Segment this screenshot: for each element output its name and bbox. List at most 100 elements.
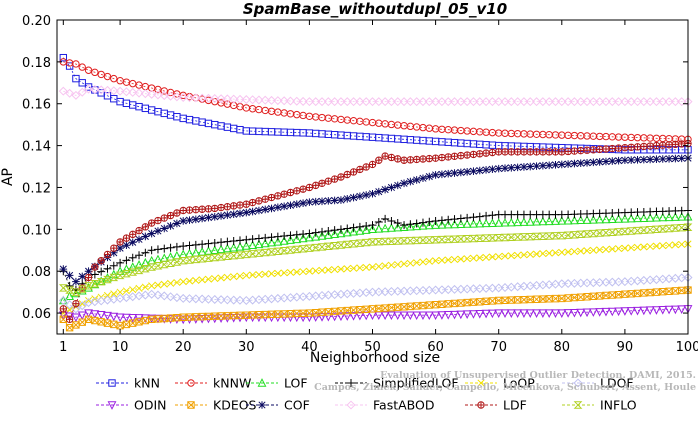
data-point <box>380 287 390 297</box>
data-point <box>229 202 238 210</box>
data-point <box>173 219 181 228</box>
data-point <box>564 160 572 168</box>
data-point <box>437 311 447 320</box>
data-point <box>532 280 542 290</box>
data-point <box>652 212 661 222</box>
data-point <box>279 246 289 255</box>
data-point <box>381 185 389 194</box>
data-point <box>91 68 99 77</box>
data-point <box>141 316 150 325</box>
data-point <box>349 168 358 176</box>
data-point <box>299 199 307 207</box>
data-point <box>222 243 232 253</box>
data-point <box>526 250 534 259</box>
series-inflo <box>58 223 693 296</box>
data-point <box>368 221 377 230</box>
data-point <box>122 320 131 329</box>
data-point <box>633 213 642 223</box>
data-point <box>671 140 680 148</box>
data-point <box>58 284 68 292</box>
x-tick-label: 1 <box>59 340 67 355</box>
data-point <box>652 155 661 164</box>
data-point <box>179 206 187 215</box>
data-point <box>677 154 686 163</box>
data-point <box>608 291 616 299</box>
data-point <box>166 91 176 101</box>
data-point <box>166 111 175 119</box>
data-point <box>419 174 427 183</box>
data-point <box>71 288 81 296</box>
data-point <box>154 216 162 225</box>
data-point <box>487 97 497 107</box>
data-point <box>431 216 440 225</box>
data-point <box>153 290 163 300</box>
data-point <box>103 319 112 327</box>
data-point <box>564 147 572 156</box>
data-point <box>356 192 364 201</box>
data-point <box>179 278 187 286</box>
data-point <box>677 97 687 107</box>
legend-marker <box>258 401 266 409</box>
data-point <box>337 265 345 273</box>
data-point <box>658 274 668 284</box>
data-point <box>223 273 231 281</box>
series-line <box>63 216 689 301</box>
data-point <box>248 240 258 249</box>
data-point <box>620 277 630 287</box>
data-point <box>456 310 466 320</box>
data-point <box>375 187 383 196</box>
data-point <box>317 231 327 240</box>
data-point <box>671 241 679 249</box>
data-point <box>298 313 308 323</box>
data-point <box>293 309 301 318</box>
data-point <box>210 212 219 221</box>
data-point <box>381 304 389 312</box>
data-point <box>254 239 264 249</box>
data-point <box>374 237 384 246</box>
legend-item-knnw: kNNW <box>175 376 251 391</box>
series-ldof <box>58 272 693 314</box>
x-tick-label: 20 <box>175 340 192 355</box>
data-point <box>274 192 282 200</box>
data-point <box>380 97 390 107</box>
data-point <box>72 277 80 286</box>
data-point <box>393 311 403 321</box>
data-point <box>626 307 636 316</box>
data-point <box>72 321 80 329</box>
data-point <box>198 214 206 223</box>
data-point <box>280 232 289 241</box>
data-point <box>204 312 213 321</box>
data-point <box>65 300 75 310</box>
series-lof <box>58 211 693 305</box>
data-point <box>588 278 598 288</box>
data-point <box>323 290 333 300</box>
data-point <box>506 233 516 241</box>
data-point <box>620 307 630 316</box>
data-point <box>248 207 257 216</box>
data-point <box>412 221 422 231</box>
data-point <box>191 240 200 249</box>
data-point <box>564 248 572 256</box>
series-kdeos <box>59 286 692 332</box>
data-point <box>481 309 491 319</box>
data-point <box>602 245 610 253</box>
data-point <box>405 311 415 321</box>
data-point <box>368 189 377 198</box>
data-point <box>551 232 560 240</box>
data-point <box>229 242 239 252</box>
data-point <box>223 237 232 246</box>
data-point <box>614 307 624 317</box>
data-point <box>185 256 194 264</box>
data-point <box>355 97 365 107</box>
data-point <box>122 270 131 278</box>
data-point <box>487 309 497 319</box>
legend-item-ldf: LDF <box>465 398 527 413</box>
data-point <box>545 249 553 257</box>
data-point <box>292 230 301 239</box>
data-point <box>59 265 68 273</box>
data-point <box>639 213 649 222</box>
data-point <box>134 88 144 98</box>
data-point <box>254 234 263 243</box>
data-point <box>267 95 277 105</box>
data-point <box>71 313 81 323</box>
